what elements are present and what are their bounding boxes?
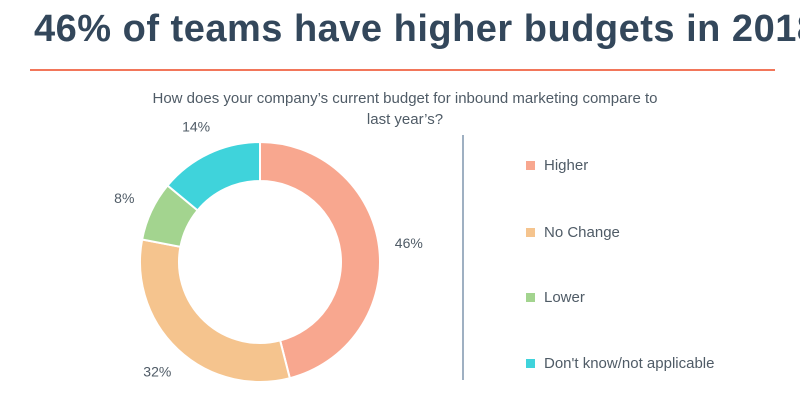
slice-label-no-change: 32% — [143, 363, 171, 379]
slice-label-higher: 46% — [395, 235, 423, 251]
question-line-1: How does your company’s current budget f… — [152, 90, 658, 107]
legend-item-lower: Lower — [526, 289, 585, 306]
legend-label-dont-know: Don't know/not applicable — [544, 355, 715, 372]
legend-label-lower: Lower — [544, 289, 585, 306]
page-title: 46% of teams have higher budgets in 2018 — [34, 8, 800, 50]
slice-don-t-know-not-applicable — [166, 140, 261, 212]
slice-no-change — [139, 238, 292, 383]
chart-divider — [462, 135, 464, 380]
legend-swatch-higher — [526, 161, 535, 170]
slice-label-lower: 8% — [114, 190, 134, 206]
donut-labels: 46% 32% 8% 14% — [114, 118, 423, 379]
legend-swatch-no-change — [526, 228, 535, 237]
title-underline — [30, 69, 775, 71]
donut-slices — [139, 140, 381, 383]
question-line-2: last year’s? — [366, 111, 444, 128]
legend-item-higher: Higher — [526, 157, 588, 174]
legend-swatch-lower — [526, 293, 535, 302]
slice-higher — [259, 140, 381, 380]
chart-question: How does your company’s current budget f… — [80, 88, 730, 130]
slice-label-don-t-know-not-applicable: 14% — [182, 118, 210, 134]
legend-swatch-dont-know — [526, 359, 535, 368]
legend-item-no-change: No Change — [526, 224, 620, 241]
legend-label-no-change: No Change — [544, 224, 620, 241]
legend-label-higher: Higher — [544, 157, 589, 174]
legend-item-dont-know: Don't know/not applicable — [526, 355, 714, 372]
